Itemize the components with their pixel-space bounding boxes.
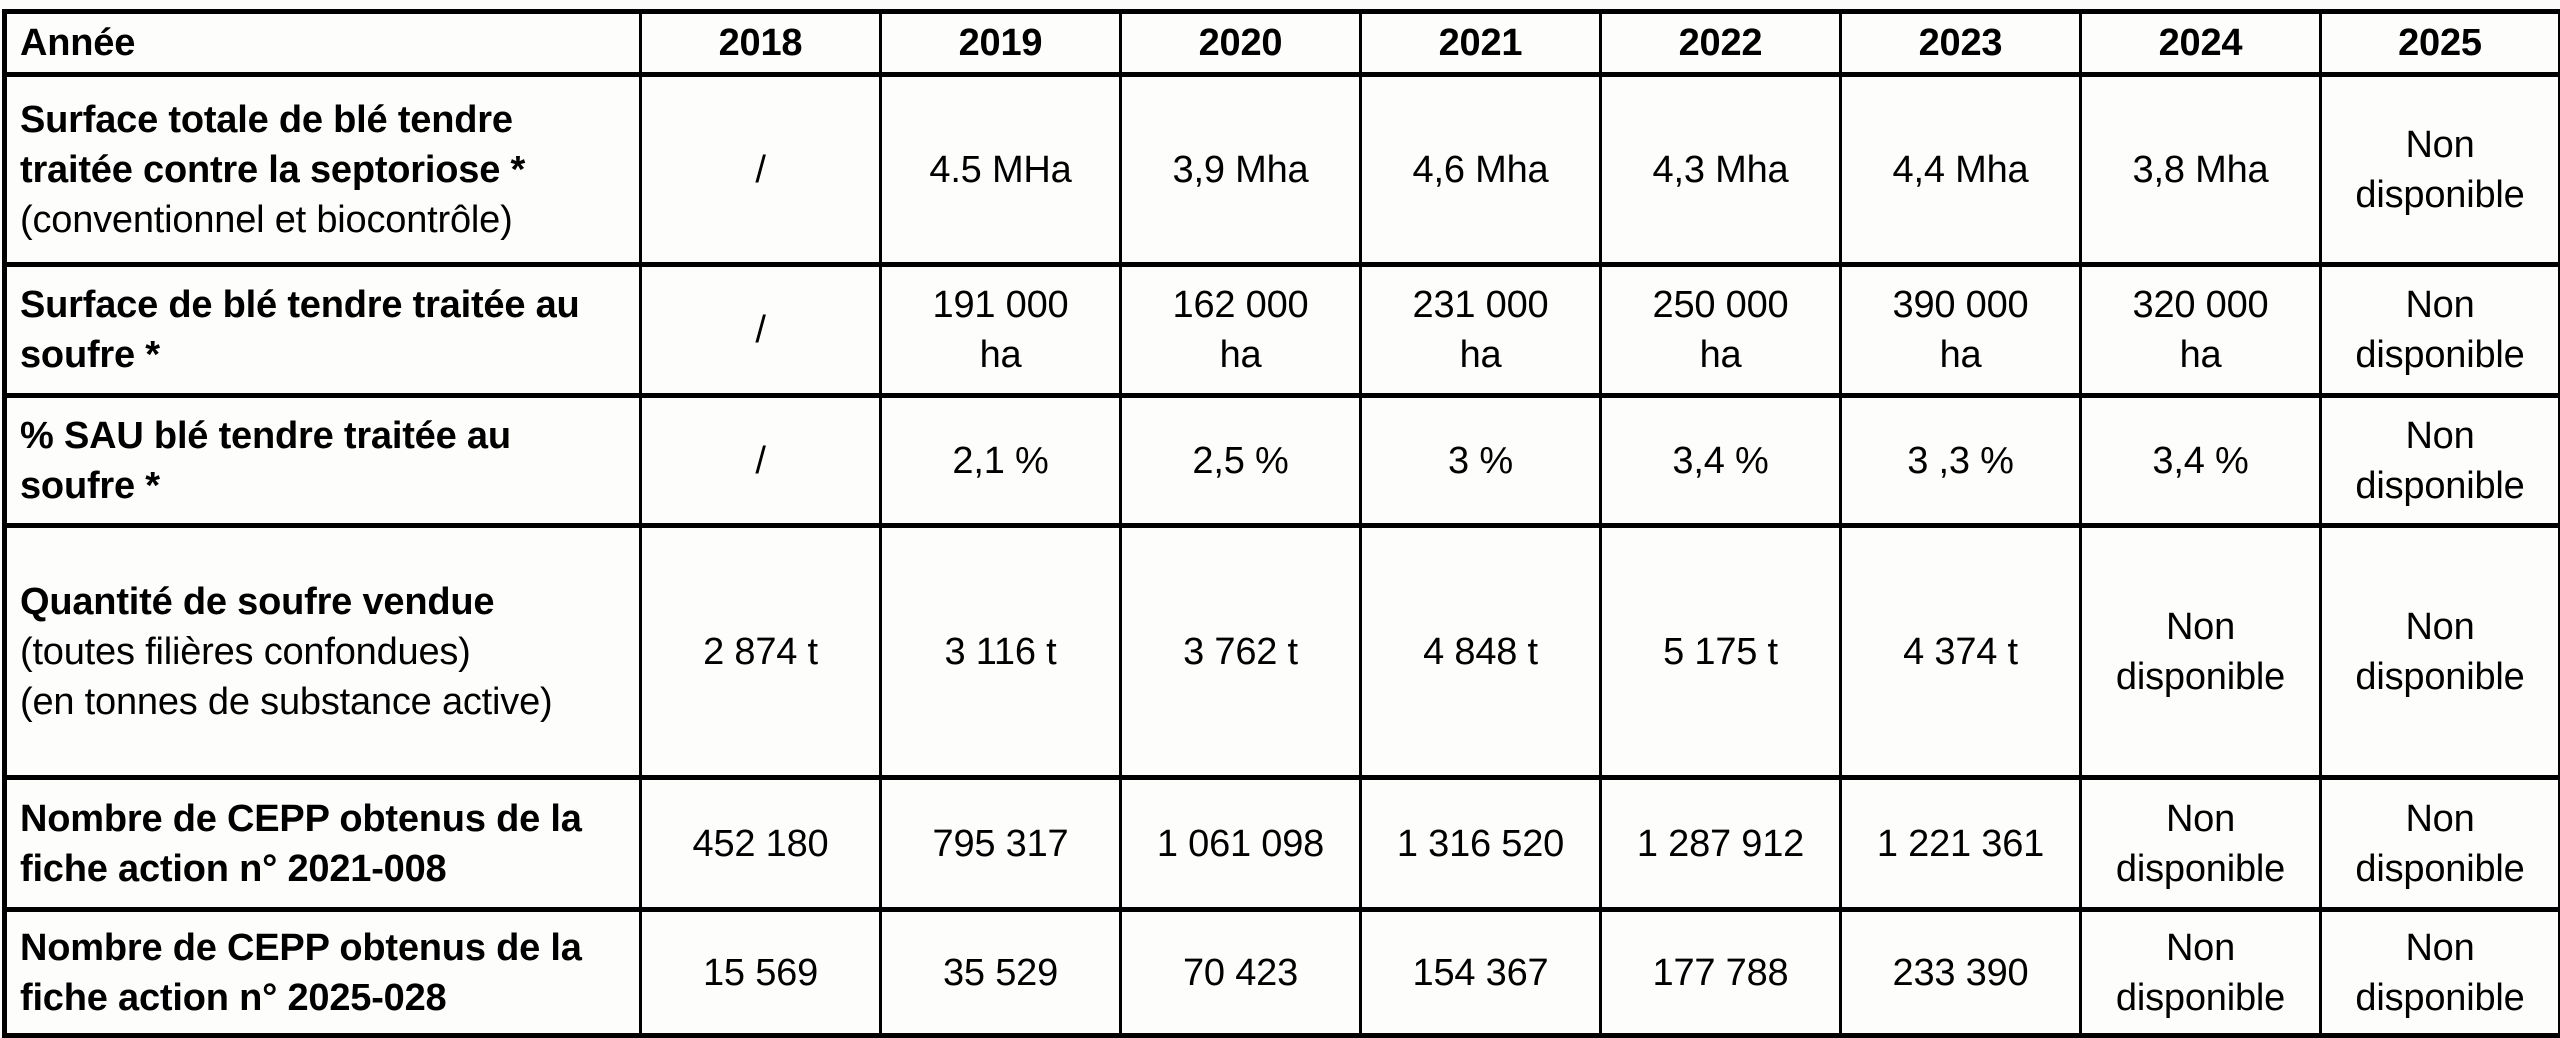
value-cell: Non disponible (2321, 778, 2560, 910)
value-cell: 1 221 361 (1841, 778, 2081, 910)
row-label: Nombre de CEPP obtenus de la fiche actio… (5, 910, 641, 1036)
table-row: Surface totale de blé tendre traitée con… (5, 75, 2560, 265)
value-cell: Non disponible (2321, 526, 2560, 778)
value-cell: 4 848 t (1361, 526, 1601, 778)
value-cell: 390 000 ha (1841, 265, 2081, 396)
value-cell: 3,8 Mha (2081, 75, 2321, 265)
value-cell: 3 762 t (1121, 526, 1361, 778)
row-label-subtitle: (toutes filières confondues) (en tonnes … (20, 627, 625, 727)
value-cell: Non disponible (2321, 75, 2560, 265)
value-cell: 231 000 ha (1361, 265, 1601, 396)
value-cell: / (641, 396, 881, 526)
year-header: 2023 (1841, 12, 2081, 75)
row-label: % SAU blé tendre traitée au soufre * (5, 396, 641, 526)
table-row: Quantité de soufre vendue(toutes filière… (5, 526, 2560, 778)
value-cell: 3 116 t (881, 526, 1121, 778)
value-cell: 2 874 t (641, 526, 881, 778)
value-cell: 3 ,3 % (1841, 396, 2081, 526)
table-body: Surface totale de blé tendre traitée con… (5, 75, 2560, 1036)
row-label-title: Surface totale de blé tendre traitée con… (20, 99, 525, 191)
value-cell: Non disponible (2321, 396, 2560, 526)
row-label: Surface de blé tendre traitée au soufre … (5, 265, 641, 396)
value-cell: 320 000 ha (2081, 265, 2321, 396)
table-row: % SAU blé tendre traitée au soufre * /2,1… (5, 396, 2560, 526)
value-cell: / (641, 75, 881, 265)
value-cell: 162 000 ha (1121, 265, 1361, 396)
value-cell: Non disponible (2081, 910, 2321, 1036)
value-cell: 1 316 520 (1361, 778, 1601, 910)
year-header: 2022 (1601, 12, 1841, 75)
year-header: 2020 (1121, 12, 1361, 75)
value-cell: 3 % (1361, 396, 1601, 526)
table-row: Nombre de CEPP obtenus de la fiche actio… (5, 910, 2560, 1036)
value-cell: 233 390 (1841, 910, 2081, 1036)
year-column-title: Année (5, 12, 641, 75)
value-cell: Non disponible (2081, 778, 2321, 910)
value-cell: 15 569 (641, 910, 881, 1036)
year-header: 2025 (2321, 12, 2560, 75)
year-header: 2018 (641, 12, 881, 75)
value-cell: 1 287 912 (1601, 778, 1841, 910)
row-label-title: % SAU blé tendre traitée au soufre * (20, 415, 511, 507)
row-label-title: Nombre de CEPP obtenus de la fiche actio… (20, 927, 582, 1019)
value-cell: 4 374 t (1841, 526, 2081, 778)
row-label-title: Surface de blé tendre traitée au soufre … (20, 284, 580, 376)
value-cell: 3,9 Mha (1121, 75, 1361, 265)
value-cell: 177 788 (1601, 910, 1841, 1036)
value-cell: 2,5 % (1121, 396, 1361, 526)
value-cell: 250 000 ha (1601, 265, 1841, 396)
value-cell: 35 529 (881, 910, 1121, 1036)
value-cell: 452 180 (641, 778, 881, 910)
value-cell: 4,4 Mha (1841, 75, 2081, 265)
value-cell: 4,6 Mha (1361, 75, 1601, 265)
value-cell: 4.5 MHa (881, 75, 1121, 265)
row-label: Quantité de soufre vendue(toutes filière… (5, 526, 641, 778)
year-header: 2024 (2081, 12, 2321, 75)
value-cell: Non disponible (2321, 910, 2560, 1036)
value-cell: 1 061 098 (1121, 778, 1361, 910)
value-cell: 3,4 % (2081, 396, 2321, 526)
row-label-title: Nombre de CEPP obtenus de la fiche actio… (20, 798, 582, 890)
value-cell: 4,3 Mha (1601, 75, 1841, 265)
table-row: Nombre de CEPP obtenus de la fiche actio… (5, 778, 2560, 910)
value-cell: 3,4 % (1601, 396, 1841, 526)
year-header: 2019 (881, 12, 1121, 75)
value-cell: 2,1 % (881, 396, 1121, 526)
value-cell: 795 317 (881, 778, 1121, 910)
table-row: Surface de blé tendre traitée au soufre … (5, 265, 2560, 396)
value-cell: Non disponible (2081, 526, 2321, 778)
year-header: 2021 (1361, 12, 1601, 75)
value-cell: Non disponible (2321, 265, 2560, 396)
row-label-subtitle: (conventionnel et biocontrôle) (20, 195, 625, 245)
value-cell: 70 423 (1121, 910, 1361, 1036)
row-label: Nombre de CEPP obtenus de la fiche actio… (5, 778, 641, 910)
value-cell: 191 000 ha (881, 265, 1121, 396)
value-cell: 5 175 t (1601, 526, 1841, 778)
value-cell: 154 367 (1361, 910, 1601, 1036)
row-label: Surface totale de blé tendre traitée con… (5, 75, 641, 265)
value-cell: / (641, 265, 881, 396)
row-label-title: Quantité de soufre vendue (20, 581, 494, 623)
